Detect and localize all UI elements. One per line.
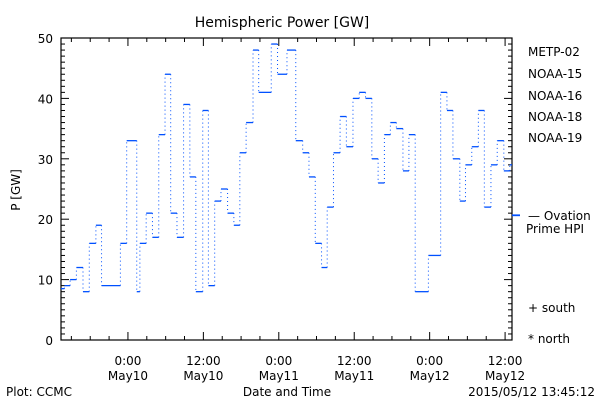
plot-frame bbox=[60, 37, 513, 341]
x-tick-label-time: 0:00 bbox=[265, 354, 292, 368]
x-axis-label: Date and Time bbox=[243, 385, 331, 399]
legend-ovation-label: — Ovation bbox=[528, 209, 591, 223]
y-tick-label: 30 bbox=[38, 153, 53, 167]
x-tick-label-time: 12:00 bbox=[488, 354, 523, 368]
legend-south: + south bbox=[528, 301, 575, 315]
legend-noaa-16: NOAA-16 bbox=[528, 89, 582, 103]
x-tick-label-time: 12:00 bbox=[186, 354, 221, 368]
y-tick-label: 20 bbox=[38, 213, 53, 227]
x-tick-label-date: May10 bbox=[183, 369, 223, 383]
x-tick-label-time: 0:00 bbox=[114, 354, 141, 368]
y-tick-label: 40 bbox=[38, 92, 53, 106]
legend-noaa-15: NOAA-15 bbox=[528, 67, 582, 81]
legend-noaa-19: NOAA-19 bbox=[528, 131, 582, 145]
x-tick-label-date: May12 bbox=[485, 369, 525, 383]
legend: METP-02 NOAA-15 NOAA-16 NOAA-18 NOAA-19 … bbox=[512, 45, 591, 346]
legend-noaa-18: NOAA-18 bbox=[528, 110, 582, 124]
y-tick-label: 10 bbox=[38, 274, 53, 288]
y-tick-label: 0 bbox=[45, 334, 53, 348]
x-tick-label-date: May12 bbox=[410, 369, 450, 383]
x-tick-label-date: May11 bbox=[259, 369, 299, 383]
x-tick-label-time: 12:00 bbox=[337, 354, 372, 368]
legend-ovation-label-2: Prime HPI bbox=[526, 222, 584, 236]
y-tick-label: 50 bbox=[38, 32, 53, 46]
legend-metp-02: METP-02 bbox=[528, 45, 580, 59]
series-layer bbox=[61, 43, 520, 293]
chart-title: Hemispheric Power [GW] bbox=[195, 15, 370, 31]
x-tick-label-date: May10 bbox=[108, 369, 148, 383]
footer-plot-credit: Plot: CCMC bbox=[6, 385, 72, 399]
legend-north: * north bbox=[528, 332, 570, 346]
x-tick-label-date: May11 bbox=[334, 369, 374, 383]
x-tick-label-time: 0:00 bbox=[416, 354, 443, 368]
axes: 010203040500:00May1012:00May100:00May111… bbox=[38, 32, 525, 383]
footer-timestamp: 2015/05/12 13:45:12 bbox=[468, 385, 595, 399]
y-axis-label: P [GW] bbox=[9, 169, 23, 211]
